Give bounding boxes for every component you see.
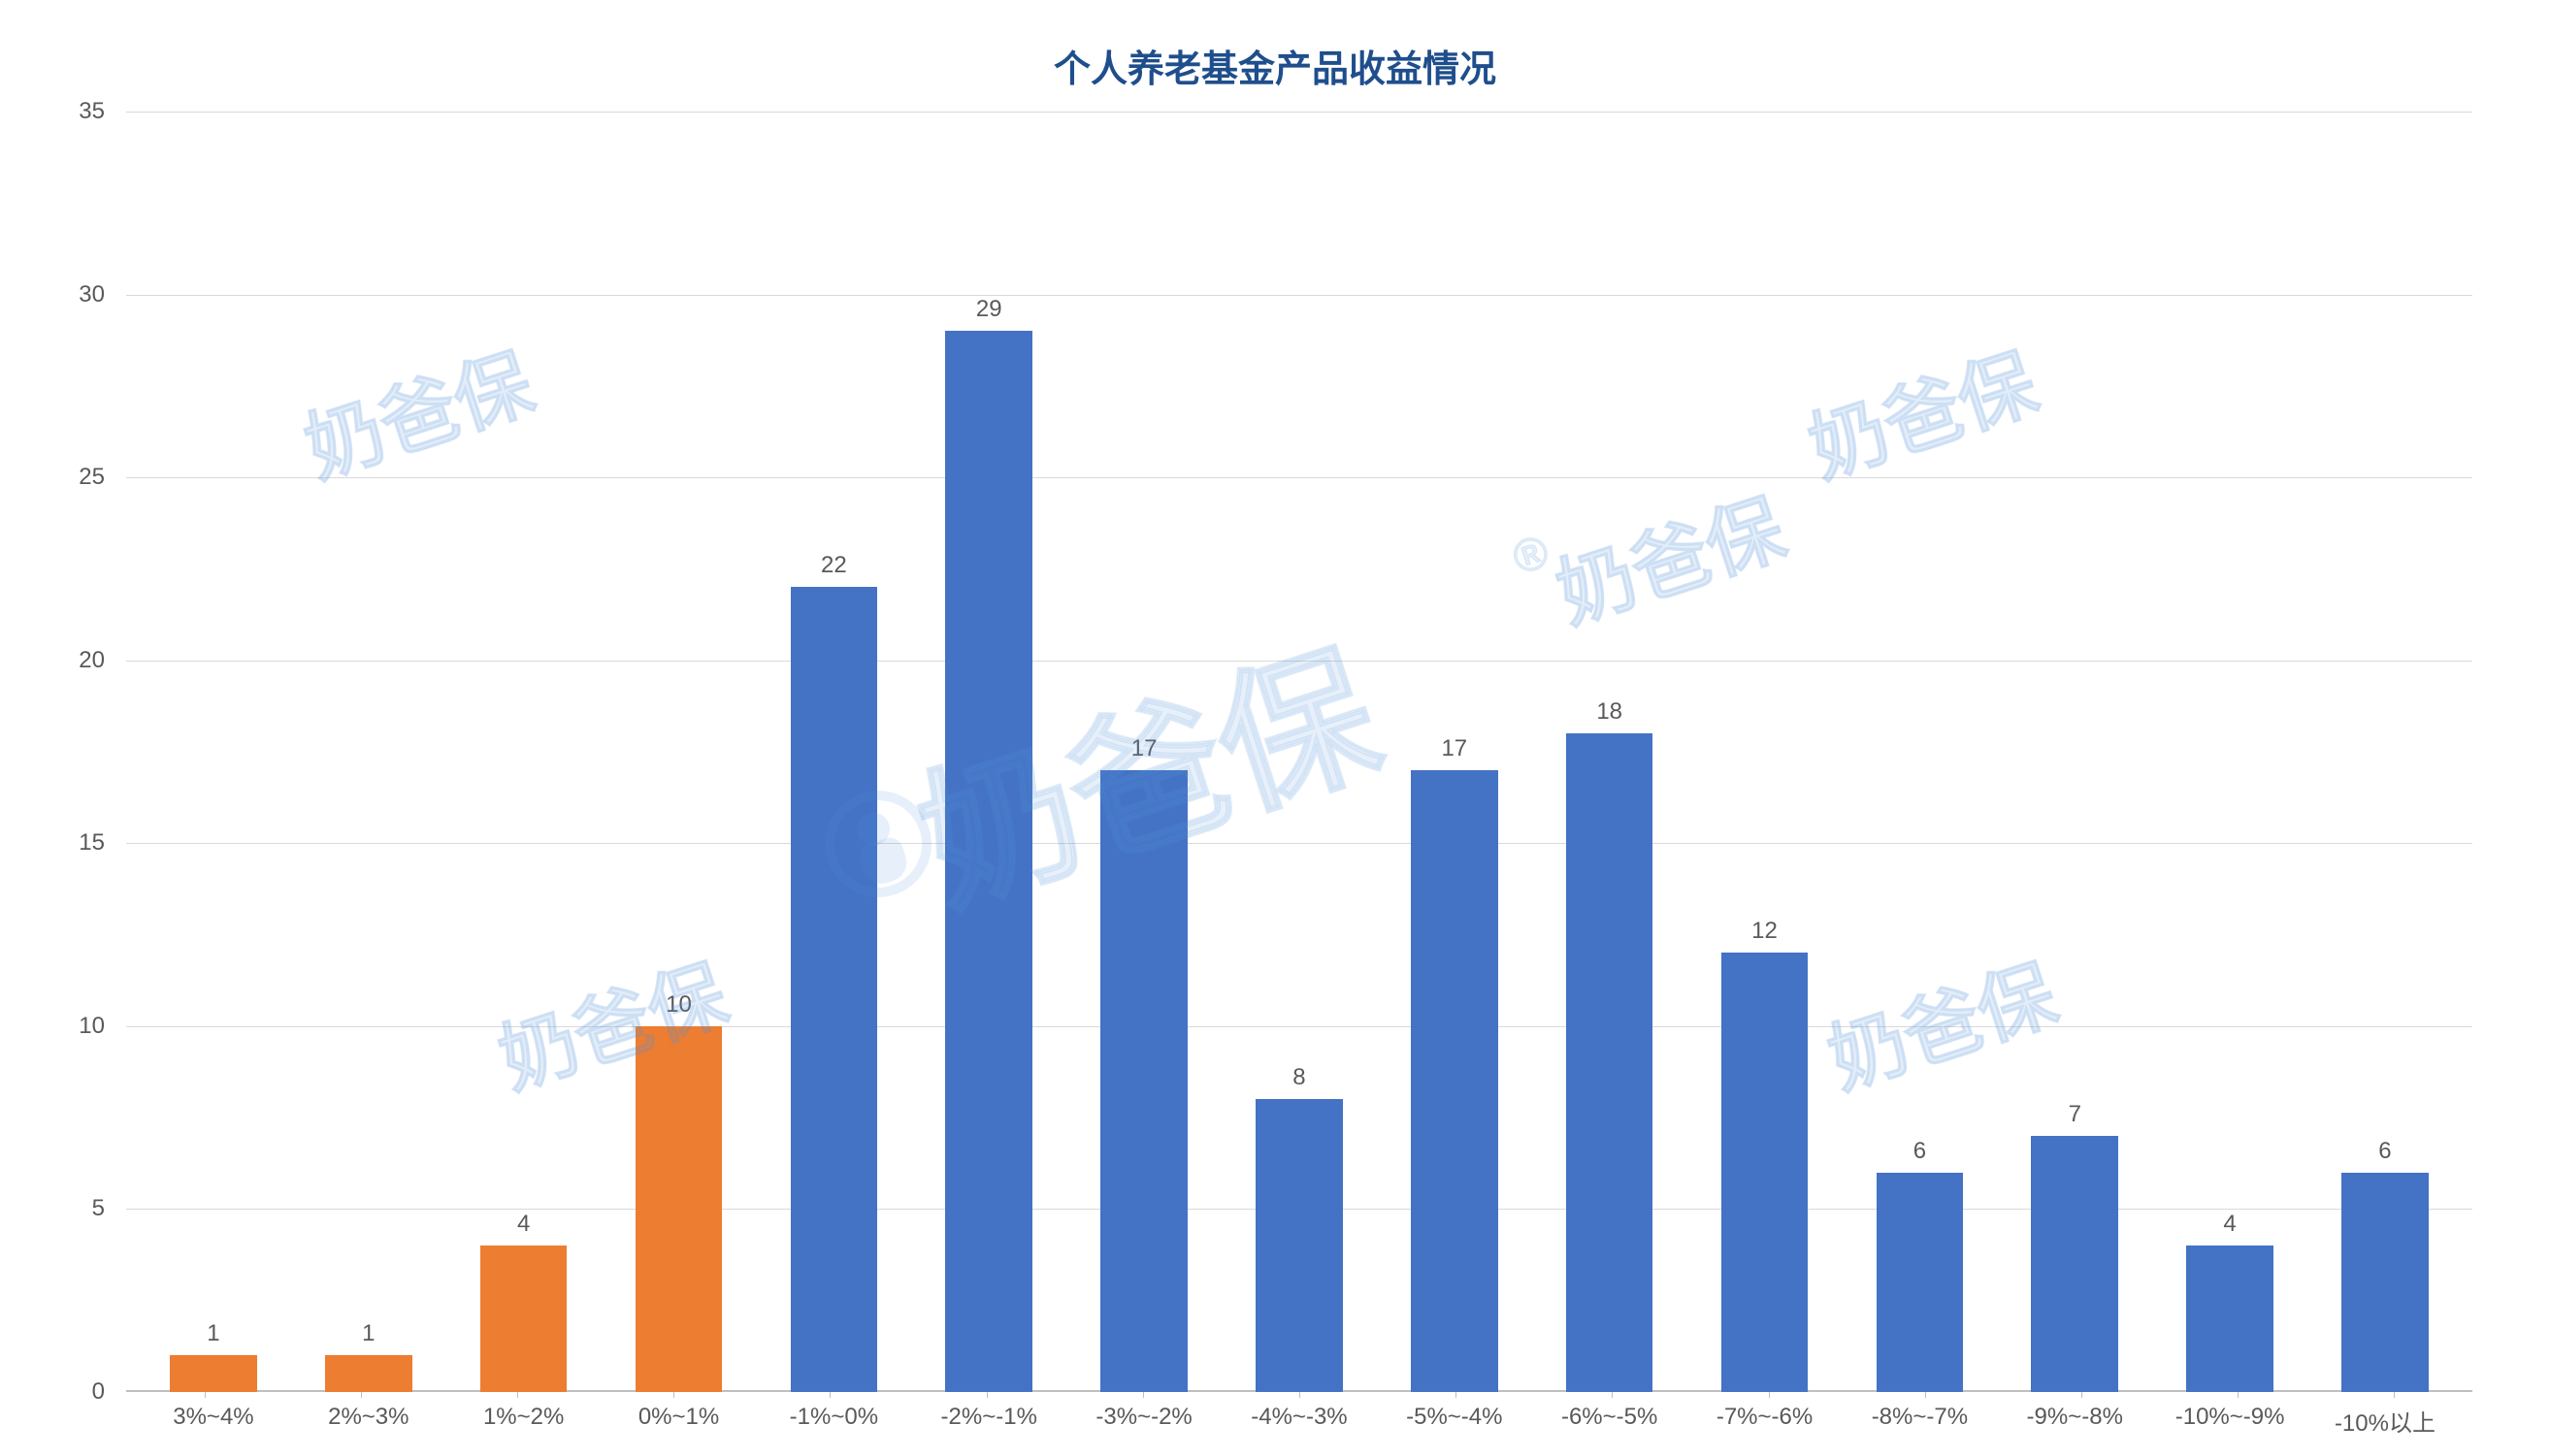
x-tick-label: -1%~0% (756, 1404, 911, 1438)
x-tick-label: 0%~1% (602, 1404, 757, 1438)
bar-value-label: 7 (2069, 1101, 2081, 1128)
bar (945, 331, 1032, 1392)
bar-group: 1 (291, 112, 446, 1392)
bar (325, 1355, 412, 1392)
chart-title: 个人养老基金产品收益情况 (58, 19, 2492, 102)
bar-value-label: 29 (976, 296, 1002, 323)
x-tick-label: -3%~-2% (1066, 1404, 1222, 1438)
bar-group: 1 (136, 112, 291, 1392)
bar-group: 22 (756, 112, 911, 1392)
bar (1721, 953, 1809, 1392)
bar (1411, 770, 1498, 1392)
x-tick-label: 3%~4% (136, 1404, 291, 1438)
y-tick-label: 0 (92, 1378, 105, 1406)
bar (1877, 1173, 1964, 1392)
bar-group: 18 (1532, 112, 1687, 1392)
bar-group: 8 (1222, 112, 1377, 1392)
bar-value-label: 1 (362, 1320, 375, 1347)
bar-value-label: 4 (2223, 1211, 2236, 1238)
bar-group: 17 (1066, 112, 1222, 1392)
bar (480, 1246, 568, 1392)
plot-area: 05101520253035 1141022291781718126746 3%… (58, 112, 2492, 1392)
bar-group: 4 (446, 112, 602, 1392)
y-tick-label: 5 (92, 1195, 105, 1222)
chart-container: 个人养老基金产品收益情况 0 5 10 15 20 25 30 35 1 1 4 10 22 29 17 8… (0, 0, 2550, 1456)
bar-value-label: 4 (517, 1211, 530, 1238)
bar-value-label: 10 (666, 991, 692, 1019)
bar-value-label: 8 (1292, 1064, 1305, 1091)
bar (1566, 733, 1653, 1392)
bar-value-label: 17 (1441, 735, 1467, 762)
bar-group: 12 (1687, 112, 1843, 1392)
bar-value-label: 18 (1596, 698, 1622, 726)
bar (2186, 1246, 2273, 1392)
x-tick-label: -10%~-9% (2152, 1404, 2307, 1438)
bar-group: 4 (2152, 112, 2307, 1392)
x-tick-label: -5%~-4% (1377, 1404, 1532, 1438)
bar-value-label: 17 (1131, 735, 1158, 762)
bar-group: 29 (911, 112, 1066, 1392)
bar (2341, 1173, 2429, 1392)
x-tick-label: -2%~-1% (911, 1404, 1066, 1438)
x-tick-label: -10%以上 (2307, 1404, 2463, 1438)
bar-group: 7 (1997, 112, 2152, 1392)
y-tick-label: 25 (79, 464, 105, 491)
bar-value-label: 6 (1913, 1138, 1926, 1165)
bar (170, 1355, 257, 1392)
bar (1256, 1099, 1343, 1392)
y-tick-label: 15 (79, 829, 105, 857)
x-tick-label: 1%~2% (446, 1404, 602, 1438)
x-tick-label: -7%~-6% (1687, 1404, 1843, 1438)
x-tick-label: 2%~3% (291, 1404, 446, 1438)
y-axis: 05101520253035 (58, 112, 116, 1392)
bar-value-label: 12 (1751, 918, 1778, 945)
bar-value-label: 22 (821, 552, 847, 579)
y-tick-label: 20 (79, 647, 105, 674)
x-tick-label: -6%~-5% (1532, 1404, 1687, 1438)
bar-group: 10 (602, 112, 757, 1392)
bar-group: 6 (1842, 112, 1997, 1392)
bar-value-label: 6 (2378, 1138, 2391, 1165)
bar-value-label: 1 (207, 1320, 219, 1347)
bar (636, 1026, 723, 1392)
bar-group: 17 (1377, 112, 1532, 1392)
bar (791, 587, 878, 1392)
bar (1100, 770, 1188, 1392)
y-tick-label: 10 (79, 1013, 105, 1040)
bars-area: 1 1 4 10 22 29 17 8 17 18 12 6 7 4 6 (126, 112, 2472, 1392)
x-tick-label: -8%~-7% (1842, 1404, 1997, 1438)
y-tick-label: 30 (79, 281, 105, 308)
bar-group: 6 (2307, 112, 2463, 1392)
x-axis: 3%~4%2%~3%1%~2%0%~1%-1%~0%-2%~-1%-3%~-2%… (126, 1392, 2472, 1438)
x-tick-label: -9%~-8% (1997, 1404, 2152, 1438)
y-tick-label: 35 (79, 98, 105, 125)
x-tick-label: -4%~-3% (1222, 1404, 1377, 1438)
bar (2031, 1136, 2118, 1392)
